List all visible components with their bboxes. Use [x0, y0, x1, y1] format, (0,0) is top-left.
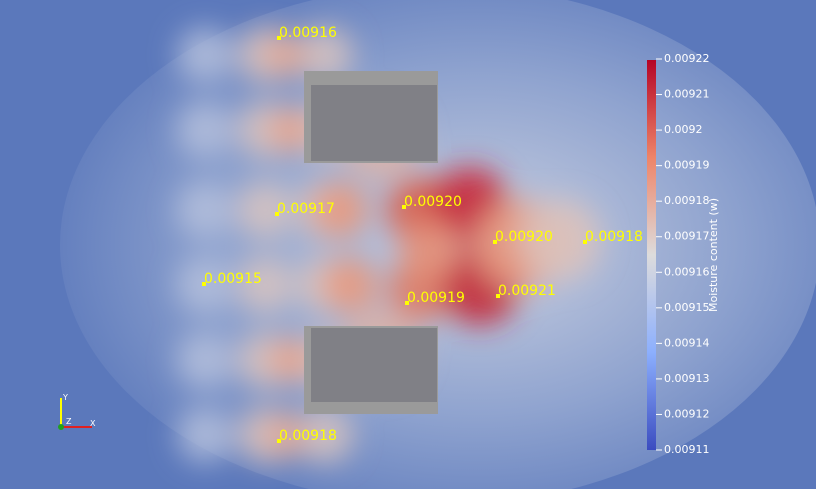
- tick-label: 0.00918: [664, 194, 710, 207]
- probe-label: 0.00918: [279, 428, 337, 444]
- probe-point: [275, 212, 279, 216]
- blob: [312, 182, 368, 238]
- blob: [268, 108, 312, 152]
- blob: [263, 413, 307, 457]
- axes-triad: Y Z X: [58, 393, 96, 430]
- probe-label: 0.00916: [279, 25, 337, 41]
- blob: [322, 257, 378, 313]
- tick-label: 0.00921: [664, 88, 710, 101]
- probe-point: [202, 282, 206, 286]
- blob: [177, 407, 233, 463]
- colorbar: [647, 60, 656, 450]
- moisture-field: [177, 27, 600, 463]
- probe-point: [402, 205, 406, 209]
- blob: [237, 182, 293, 238]
- blob: [297, 407, 353, 463]
- tick-label: 0.00919: [664, 159, 710, 172]
- probe-point: [405, 301, 409, 305]
- blob: [520, 200, 600, 280]
- axis-x-label: X: [90, 419, 96, 428]
- tick-label: 0.00916: [664, 265, 710, 278]
- colorbar-ticks: 0.00922 0.00921 0.0092 0.00919 0.00918 0.0091…: [656, 52, 710, 456]
- probe-point: [277, 36, 281, 40]
- tick-label: 0.00922: [664, 52, 710, 65]
- blob: [177, 332, 233, 388]
- tick-label: 0.00913: [664, 372, 710, 385]
- colorbar-title: Moisture content (w): [707, 198, 720, 312]
- probe-point: [277, 439, 281, 443]
- probe-label: 0.00915: [204, 271, 262, 287]
- blob: [268, 338, 312, 382]
- tick-label: 0.00915: [664, 301, 710, 314]
- blob: [297, 27, 353, 83]
- probe-point: [583, 240, 587, 244]
- tick-label: 0.00911: [664, 443, 710, 456]
- probe-label: 0.00918: [585, 229, 643, 245]
- blob: [177, 27, 233, 83]
- probe-point: [493, 240, 497, 244]
- obstacle-top: [304, 71, 438, 163]
- tick-label: 0.00917: [664, 230, 710, 243]
- obstacle-bottom: [304, 326, 438, 414]
- probe-label: 0.00919: [407, 290, 465, 306]
- probe-point: [496, 294, 500, 298]
- probe-label: 0.00917: [277, 201, 335, 217]
- probe-label: 0.00921: [498, 283, 556, 299]
- axis-z-label: Z: [66, 417, 72, 426]
- tick-label: 0.00912: [664, 407, 710, 420]
- blob: [263, 33, 307, 77]
- tick-label: 0.00914: [664, 336, 710, 349]
- tick-label: 0.0092: [664, 123, 703, 136]
- blob: [237, 257, 293, 313]
- blob: [400, 220, 460, 280]
- blob: [177, 182, 233, 238]
- axis-y-label: Y: [62, 393, 68, 402]
- probe-label: 0.00920: [404, 194, 462, 210]
- blob: [177, 102, 233, 158]
- probe-label: 0.00920: [495, 229, 553, 245]
- probes: 0.00916 0.00917 0.00920 0.00920 0.00918 0.009…: [202, 25, 643, 444]
